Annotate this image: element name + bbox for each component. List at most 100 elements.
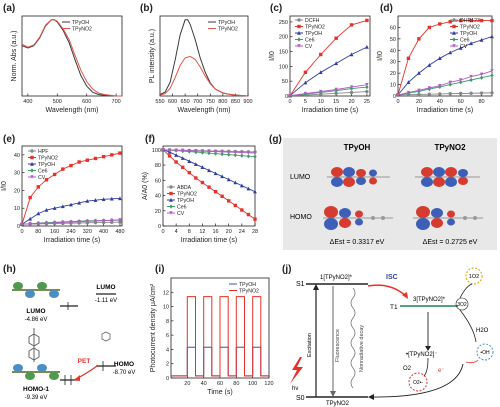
data-point-cv xyxy=(458,78,463,82)
legend-marker xyxy=(297,18,301,22)
legend-entry-cv: CV xyxy=(177,211,185,217)
data-point-tpyoh xyxy=(437,56,442,60)
y-tick-label: 6 xyxy=(166,333,169,339)
legend-entry-dcfh: DCFH xyxy=(305,18,320,24)
data-point-tpyno2 xyxy=(181,165,185,170)
legend-entry-ce6: Ce6 xyxy=(177,205,187,211)
data-point-ce6 xyxy=(490,73,494,78)
x-tick-label: 400 xyxy=(23,99,32,105)
y-tick-label: 60 xyxy=(155,178,161,184)
y-tick-label: 0 xyxy=(17,224,20,230)
data-point-cv xyxy=(85,219,90,224)
axes-frame-a- xyxy=(21,15,123,97)
x-tick-label: 800 xyxy=(218,99,227,105)
x-axis-label: Irradiation time (s) xyxy=(181,237,237,244)
x-tick-label: 8 xyxy=(188,229,191,235)
data-point-tpyno2 xyxy=(406,56,411,60)
data-point-tpyno2 xyxy=(93,156,98,161)
data-point-tpyno2 xyxy=(479,18,484,23)
data-point-ce6 xyxy=(479,75,484,80)
data-point-cv xyxy=(303,91,308,96)
data-point-tpyno2 xyxy=(438,22,442,26)
legend-entry-tpyoh: TPyOH xyxy=(239,282,256,288)
y-tick-label: 10 xyxy=(14,206,20,212)
data-point-tpyno2 xyxy=(490,18,494,23)
y-tick-label: 30 xyxy=(14,171,20,177)
data-point-dhr123 xyxy=(458,91,463,96)
fluorescence-label: Fluorescence xyxy=(335,329,341,362)
y-axis-label: PL intensity (a.u.) xyxy=(149,29,156,83)
x-tick-label: 480 xyxy=(115,229,124,235)
data-point-ce6 xyxy=(253,154,257,159)
data-point-cv xyxy=(167,148,172,152)
data-point-tpyoh xyxy=(60,204,65,209)
x-tick-label: 0 xyxy=(396,99,399,105)
y-tick-label: 0 xyxy=(393,94,396,100)
data-point-dhr123 xyxy=(479,91,484,95)
anion-state-label: •[TPyNO2]⁻ xyxy=(406,352,438,358)
panel-a: (a) 400 500 600 700 Wavelength (nm) Norm. Abs… xyxy=(0,0,140,122)
data-point-cv xyxy=(44,221,49,225)
lumo-molecule-icon xyxy=(12,282,60,298)
data-point-tpyno2 xyxy=(77,160,81,164)
excitation-label: Excitation xyxy=(307,333,313,357)
water-arrow xyxy=(459,309,477,343)
data-point-tpyoh xyxy=(109,196,114,201)
x-tick-label: 600 xyxy=(168,99,177,105)
legend-marker xyxy=(297,44,301,48)
data-point-cv xyxy=(220,150,224,154)
data-point-cv xyxy=(349,85,354,89)
data-point-tpyoh xyxy=(246,186,251,191)
x-tick-label: 120 xyxy=(264,381,273,387)
data-point-cv xyxy=(207,149,211,154)
x-tick-label: 0 xyxy=(288,99,291,105)
legend-marker xyxy=(169,204,173,209)
panel-c: (c) 0 5 10 15 20 25 0 50 100 150 200 250 Irradiation… xyxy=(250,0,380,122)
singlet-oxygen-icon xyxy=(465,267,483,285)
data-point-cv xyxy=(448,80,452,84)
data-point-tpyoh xyxy=(239,183,244,188)
row-label-lumo: LUMO xyxy=(290,174,311,181)
data-point-tpyno2 xyxy=(246,212,251,217)
data-point-tpyoh xyxy=(180,156,185,160)
legend-entry-dhr123: DHR123 xyxy=(460,18,480,24)
data-point-cv xyxy=(52,221,57,225)
data-point-tpyno2 xyxy=(227,199,231,203)
orbital-diagram: TPyOH TPyNO2 LUMO HOMO xyxy=(283,138,497,250)
y-tick-label: 250 xyxy=(279,20,288,26)
data-point-cv xyxy=(406,90,411,95)
oxygen-label: O2 xyxy=(403,366,412,372)
axes-frame-c- xyxy=(289,15,371,97)
data-point-tpyoh xyxy=(200,165,205,170)
panel-label-b: (b) xyxy=(140,3,153,14)
t1-state-label: 3[TPyNO2]* xyxy=(413,297,446,303)
data-point-tpyoh xyxy=(52,206,57,210)
legend-marker xyxy=(297,24,301,29)
data-point-tpyoh xyxy=(406,80,411,84)
data-point-cv xyxy=(93,219,98,223)
x-axis-label: Wavelength (nm) xyxy=(45,107,98,114)
isc-label: ISC xyxy=(386,274,398,281)
legend-marker xyxy=(452,37,456,42)
data-point-tpyno2 xyxy=(52,172,57,177)
x-tick-label: 0 xyxy=(20,229,23,235)
data-point-cv xyxy=(200,149,205,153)
data-point-tpyoh xyxy=(207,168,211,173)
lumo-right-label: LUMO xyxy=(96,284,115,291)
data-point-ce6 xyxy=(246,154,251,159)
data-point-cv xyxy=(36,221,41,226)
series-line-ce6 xyxy=(289,86,367,97)
series-line-dcfh xyxy=(289,91,367,97)
data-point-ce6 xyxy=(365,85,369,90)
light-bolt-icon xyxy=(290,357,303,384)
tpyoh-homo-orbital xyxy=(323,206,393,230)
data-point-cv xyxy=(396,93,400,97)
legend-entry-tpyno2: TPyNO2 xyxy=(72,27,92,33)
phenyl-molecule-icon xyxy=(28,328,40,362)
data-point-tpyno2 xyxy=(220,194,224,198)
panel-label-g: (g) xyxy=(269,134,282,145)
data-point-tpyno2 xyxy=(417,37,421,41)
data-point-tpyoh xyxy=(334,61,339,66)
pet-label: PET xyxy=(78,358,91,365)
